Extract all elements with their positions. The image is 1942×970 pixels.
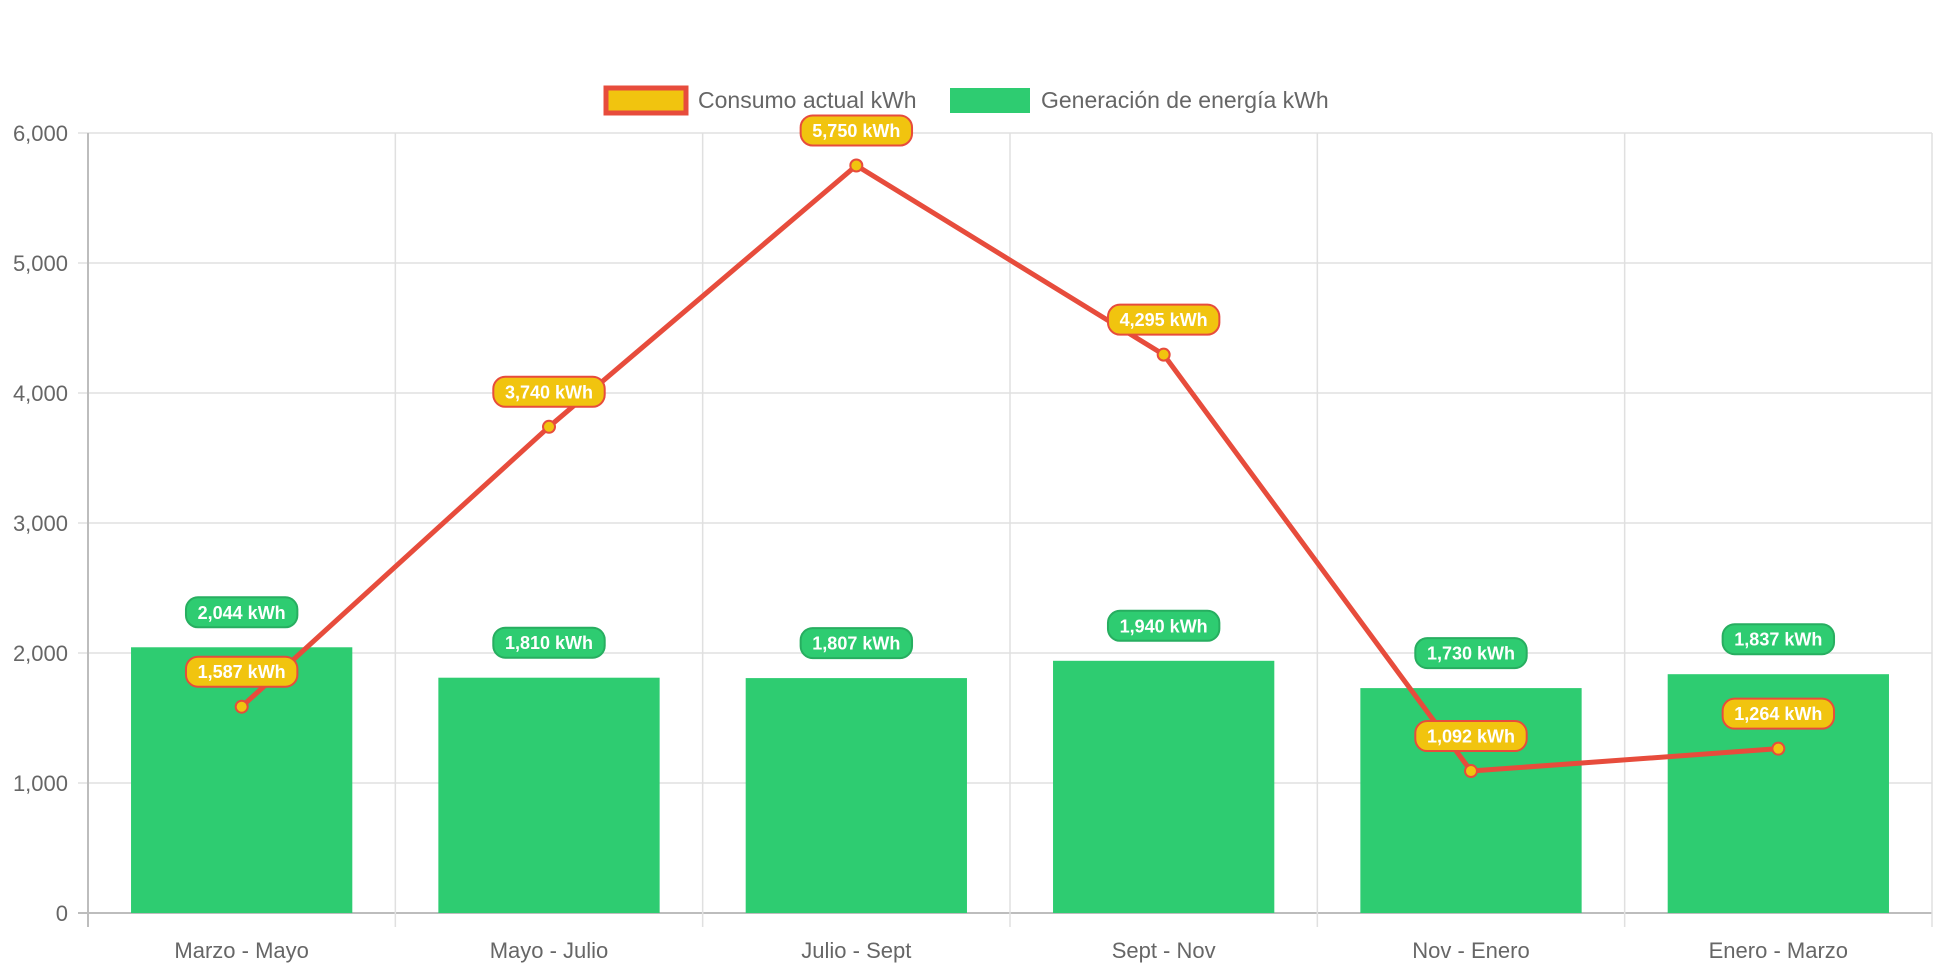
x-tick-label: Julio - Sept [801,938,911,963]
legend-label-generacion[interactable]: Generación de energía kWh [1041,87,1329,113]
bar-data-label: 1,837 kWh [1721,623,1836,656]
y-tick-label: 5,000 [13,251,68,276]
bar-data-label-box [799,627,914,660]
y-tick-label: 4,000 [13,381,68,406]
y-tick-label: 1,000 [13,771,68,796]
bar[interactable] [131,647,353,913]
line-point[interactable] [1771,741,1786,756]
bar-data-label-box [1414,637,1528,670]
bar-data-label: 1,810 kWh [492,626,606,659]
line-point[interactable] [1156,347,1171,362]
bar[interactable] [438,677,660,913]
line-data-label: 1,092 kWh [1414,720,1528,753]
line-data-label-box [1721,697,1836,730]
line-data-label-box [184,655,299,688]
bar[interactable] [745,678,967,913]
bar-data-label-text: 1,730 kWh [1427,644,1515,664]
line-data-label-text: 1,092 kWh [1427,727,1515,747]
line-point[interactable] [849,158,864,173]
line-data-label-box [1414,720,1528,753]
line-data-label: 4,295 kWh [1106,303,1221,336]
line-data-label-text: 1,264 kWh [1734,704,1822,724]
line-data-label: 1,587 kWh [184,655,299,688]
x-tick-label: Nov - Enero [1412,938,1529,963]
chart-grid [78,132,1933,927]
line-point[interactable] [234,699,249,714]
x-tick-label: Enero - Marzo [1709,938,1848,963]
bar-data-label-box [1106,609,1221,642]
bar-data-label: 1,807 kWh [799,627,914,660]
x-tick-label: Mayo - Julio [490,938,609,963]
line-series [234,158,1786,779]
line-data-label-text: 1,587 kWh [198,662,286,682]
bar-data-label-text: 1,940 kWh [1120,616,1208,636]
bar[interactable] [1053,660,1275,913]
line-path [239,163,1779,774]
line-data-label: 1,264 kWh [1721,697,1836,730]
legend-label-consumo[interactable]: Consumo actual kWh [698,87,917,113]
axis-ticks: 0 1,000 2,000 3,000 4,000 5,000 6,000 Marzo - M… [13,121,1848,963]
bar-data-label: 2,044 kWh [184,596,299,629]
line-data-label-box [799,114,914,147]
legend-swatch-consumo[interactable] [603,85,689,116]
line-point[interactable] [542,419,556,434]
line-data-label: 3,740 kWh [492,375,606,408]
bar-data-label-text: 1,837 kWh [1734,630,1822,650]
line-data-label-text: 5,750 kWh [812,121,900,141]
line-data-label-box [492,375,606,408]
bar-data-label-text: 1,807 kWh [812,634,900,654]
x-tick-label: Sept - Nov [1112,938,1216,963]
y-tick-label: 3,000 [13,511,68,536]
legend-swatch-generacion[interactable] [950,88,1030,113]
legend: Consumo actual kWh Generación de energía… [603,85,1329,116]
line-data-label: 5,750 kWh [799,114,914,147]
y-tick-label: 2,000 [13,641,68,666]
bar-data-label: 1,730 kWh [1414,637,1528,670]
bar-data-label: 1,940 kWh [1106,609,1221,642]
bar-data-label-box [184,596,299,629]
line-data-label-box [1106,303,1221,336]
line-data-label-text: 4,295 kWh [1120,310,1208,330]
data-labels: 2,044 kWh 1,810 kWh 1,807 kWh 1,940 kWh 1,73… [184,114,1836,753]
y-tick-label: 6,000 [13,121,68,146]
y-tick-label: 0 [56,901,68,926]
x-tick-label: Marzo - Mayo [174,938,308,963]
bar-data-label-text: 1,810 kWh [505,633,593,653]
line-data-label-text: 3,740 kWh [505,382,593,402]
bar-data-label-box [492,626,606,659]
bar-data-label-box [1721,623,1836,656]
bar-data-label-text: 2,044 kWh [198,603,286,623]
line-point[interactable] [1464,764,1478,779]
